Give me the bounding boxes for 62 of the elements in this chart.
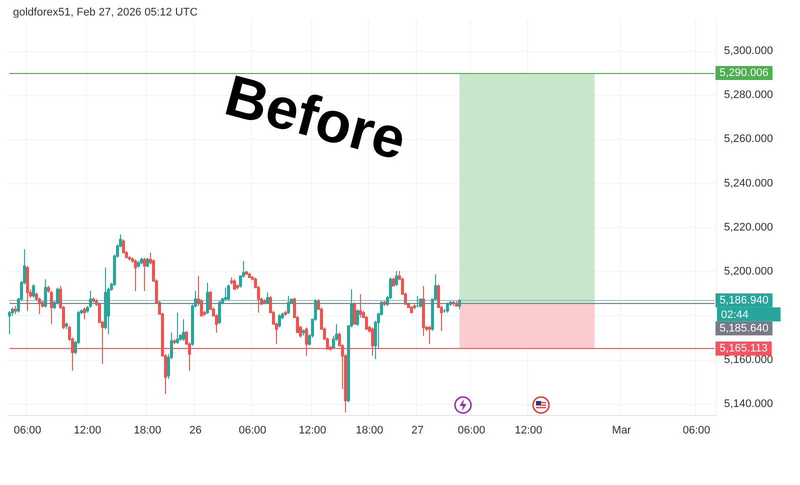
candlestick (395, 270, 398, 286)
candlestick (233, 278, 236, 290)
ref-line-label: 5,186.940 (720, 294, 768, 306)
candlestick (140, 257, 143, 265)
candlestick (134, 258, 137, 292)
candlestick (284, 310, 287, 316)
x-tick-label: 12:00 (514, 424, 542, 436)
candlestick (422, 285, 425, 336)
y-tick-label: 5,280.000 (724, 89, 773, 102)
y-tick-label: 5,200.000 (724, 266, 773, 278)
x-tick-label: 18:00 (356, 424, 384, 436)
candlestick (146, 257, 149, 268)
y-tick-label: 5,140.000 (724, 398, 773, 410)
candlestick (176, 312, 179, 345)
y-tick-label: 5,160.000 (724, 354, 773, 366)
candlestick (50, 290, 53, 325)
candlestick (371, 326, 374, 356)
candlestick (143, 257, 146, 292)
x-tick-label: 06:00 (14, 424, 42, 436)
candlestick (365, 315, 368, 330)
ref-line-label: 5,185.640 (720, 322, 768, 334)
candlestick (83, 307, 86, 320)
candlestick (8, 310, 11, 335)
candlestick (263, 298, 266, 305)
y-tick-label: 5,300.000 (724, 44, 773, 57)
candlestick (14, 305, 17, 315)
candlestick (302, 328, 305, 336)
text: 02:44 (721, 308, 749, 321)
x-tick-label: 06:00 (238, 424, 266, 436)
y-tick-label: 5,260.000 (724, 133, 773, 146)
y-tick-label: 5,240.000 (724, 177, 773, 190)
x-tick-label: 06:00 (682, 424, 710, 436)
annotation: Before (218, 64, 412, 173)
candlestick (182, 318, 185, 342)
candlestick (137, 260, 140, 268)
candlestick (410, 305, 413, 314)
candlestick (392, 277, 395, 286)
x-tick-label: 12:00 (74, 424, 102, 436)
candlestick (278, 314, 281, 328)
x-tick-label: 18:00 (134, 424, 162, 436)
x-tick-label: 26 (189, 424, 202, 436)
ref-line-label: 5,165.113 (720, 342, 768, 355)
x-tick-label: 12:00 (298, 424, 326, 436)
x-tick-label: Mar (612, 424, 632, 436)
candlestick (359, 294, 362, 318)
candlestick (65, 322, 68, 330)
candlestick (245, 270, 248, 275)
x-tick-label: 06:00 (458, 424, 486, 436)
candlestick (353, 302, 356, 325)
candlestick (428, 325, 431, 345)
candlestick (26, 266, 29, 312)
chart-title: goldforex51, Feb 27, 2026 05:12 UTC (13, 6, 198, 18)
candlestick (173, 338, 176, 345)
candlestick (305, 326, 308, 356)
candlestick (32, 284, 35, 298)
candlestick (413, 304, 416, 310)
candlestick (236, 284, 239, 290)
candlestick (356, 308, 359, 326)
candlestick (248, 272, 251, 278)
y-tick-label: 5,220.000 (724, 221, 773, 234)
x-tick-label: 27 (411, 424, 424, 436)
ref-line-label: 5,290.006 (720, 66, 768, 79)
